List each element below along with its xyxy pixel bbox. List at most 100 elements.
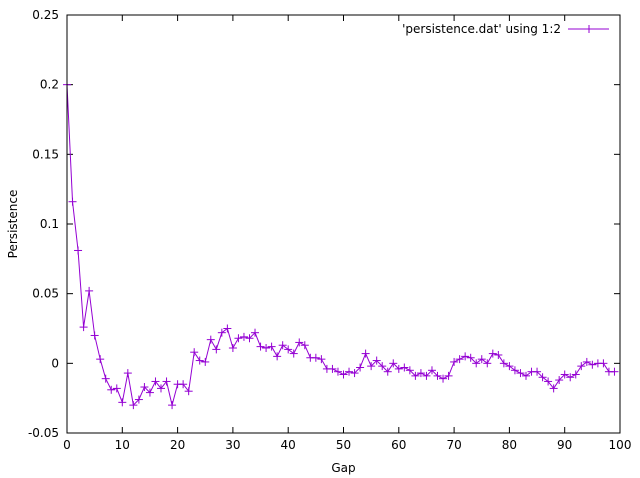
data-point [151, 377, 160, 386]
x-axis-label: Gap [331, 461, 355, 475]
data-point [411, 371, 420, 380]
data-point [439, 374, 448, 383]
data-point [289, 349, 298, 358]
data-point [212, 345, 221, 354]
data-point [477, 355, 486, 364]
data-point [295, 338, 304, 347]
data-point [422, 371, 431, 380]
data-point [533, 367, 542, 376]
data-point [461, 352, 470, 361]
data-point [549, 384, 558, 393]
data-point [239, 332, 248, 341]
data-point [361, 349, 370, 358]
data-point [488, 349, 497, 358]
data-point [383, 367, 392, 376]
data-point [356, 363, 365, 372]
data-point [339, 370, 348, 379]
x-tick-label: 60 [391, 438, 406, 452]
legend-label: 'persistence.dat' using 1:2 [402, 22, 561, 36]
x-tick-label: 40 [281, 438, 296, 452]
data-point [311, 353, 320, 362]
data-point [284, 345, 293, 354]
plot-frame [66, 14, 621, 434]
data-point [190, 348, 199, 357]
data-point [90, 331, 99, 340]
data-point [405, 366, 414, 375]
data-point [162, 377, 171, 386]
data-point [378, 362, 387, 371]
series-line [66, 84, 615, 407]
data-point [228, 344, 237, 353]
data-point [333, 367, 342, 376]
data-point [267, 342, 276, 351]
data-point [134, 395, 143, 404]
data-point [195, 356, 204, 365]
data-point [217, 328, 226, 337]
legend-marker [585, 25, 593, 33]
y-tick-label: 0.2 [40, 78, 59, 92]
data-point [505, 362, 514, 371]
y-tick-label: 0.1 [40, 217, 59, 231]
data-point [538, 373, 547, 382]
data-point [129, 401, 138, 410]
x-tick-label: 30 [225, 438, 240, 452]
data-point [566, 373, 575, 382]
data-point [184, 387, 193, 396]
y-axis-label: Persistence [6, 190, 20, 259]
data-point [472, 359, 481, 368]
y-tick-label: 0 [51, 356, 59, 370]
data-point [510, 366, 519, 375]
data-point [79, 323, 88, 332]
data-point [450, 357, 459, 366]
data-point [466, 353, 475, 362]
data-point [345, 367, 354, 376]
data-point [555, 376, 564, 385]
data-point [317, 355, 326, 364]
data-point [223, 324, 232, 333]
data-point [610, 367, 619, 376]
tick-labels: 0 10 20 30 40 50 60 70 80 90 100 -0.05 0 0.05 0.1 0.15 0… [28, 8, 632, 452]
data-point [68, 197, 77, 206]
data-point [179, 380, 188, 389]
data-point [367, 362, 376, 371]
data-point [577, 362, 586, 371]
data-point [140, 383, 149, 392]
x-tick-label: 70 [446, 438, 461, 452]
data-point [251, 328, 260, 337]
y-tick-label: 0.25 [32, 8, 59, 22]
data-point [483, 359, 492, 368]
data-point [582, 357, 591, 366]
x-tick-label: 100 [609, 438, 632, 452]
y-tick-label: -0.05 [28, 426, 59, 440]
data-point [444, 371, 453, 380]
data-point [372, 356, 381, 365]
data-point [433, 371, 442, 380]
x-tick-label: 0 [63, 438, 71, 452]
data-point [85, 286, 94, 295]
data-point [107, 385, 116, 394]
data-point [145, 388, 154, 397]
data-point [427, 366, 436, 375]
data-point [278, 341, 287, 350]
data-point [389, 359, 398, 368]
data-point [416, 369, 425, 378]
data-point [494, 350, 503, 359]
data-point [300, 341, 309, 350]
data-point [571, 370, 580, 379]
data-point [599, 359, 608, 368]
data-point [516, 369, 525, 378]
legend: 'persistence.dat' using 1:2 [402, 22, 609, 36]
x-tick-label: 20 [170, 438, 185, 452]
x-tick-label: 80 [502, 438, 517, 452]
data-point [256, 342, 265, 351]
data-point [544, 377, 553, 386]
data-point [234, 334, 243, 343]
data-point [588, 360, 597, 369]
legend-marker-glyph [585, 25, 593, 33]
data-point [273, 352, 282, 361]
data-point [96, 355, 105, 364]
data-point [74, 246, 83, 255]
data-point [101, 374, 110, 383]
data-point [350, 369, 359, 378]
data-point [118, 398, 127, 407]
